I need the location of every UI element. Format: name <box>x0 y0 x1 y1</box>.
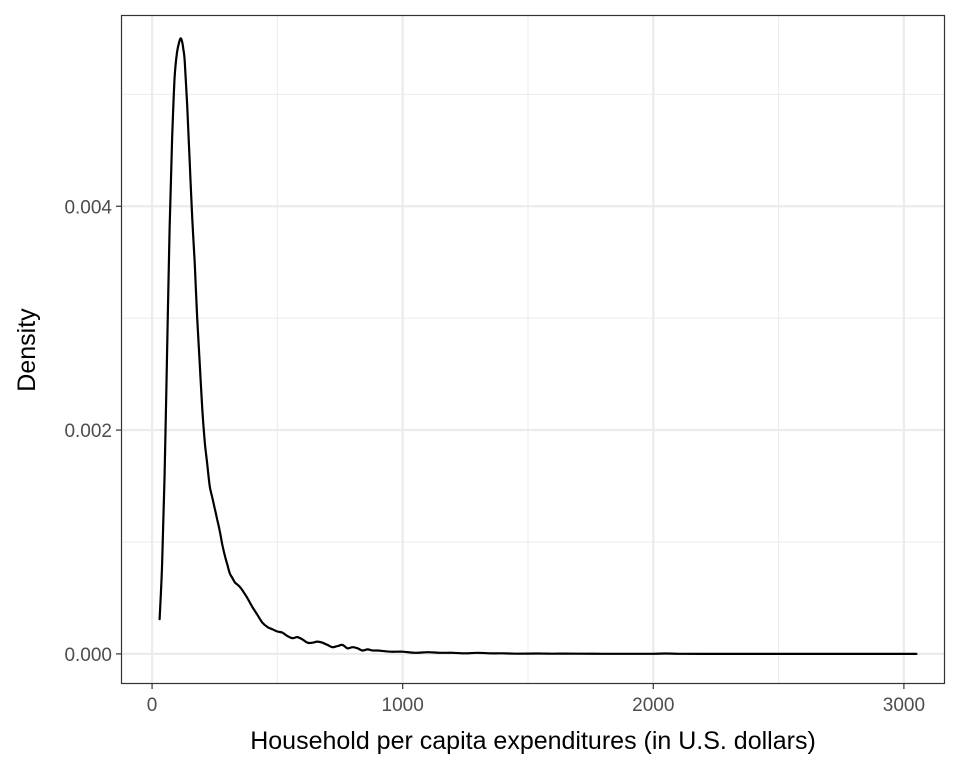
y-axis: 0.000 0.002 0.004 <box>64 197 122 666</box>
minor-gridlines <box>122 16 944 683</box>
x-tick-label: 0 <box>147 695 158 716</box>
x-tick-label: 3000 <box>883 695 925 716</box>
y-tick-label: 0.004 <box>64 197 112 218</box>
x-tick-label: 2000 <box>632 695 674 716</box>
x-axis-title: Household per capita expenditures (in U.… <box>250 727 816 755</box>
y-tick-label: 0.000 <box>64 645 112 666</box>
x-axis: 0 1000 2000 3000 <box>147 683 925 716</box>
panel-border <box>120 14 946 685</box>
density-line <box>158 37 918 656</box>
y-tick-label: 0.002 <box>64 421 112 442</box>
x-tick-label: 1000 <box>382 695 424 716</box>
y-axis-title: Density <box>13 308 41 392</box>
